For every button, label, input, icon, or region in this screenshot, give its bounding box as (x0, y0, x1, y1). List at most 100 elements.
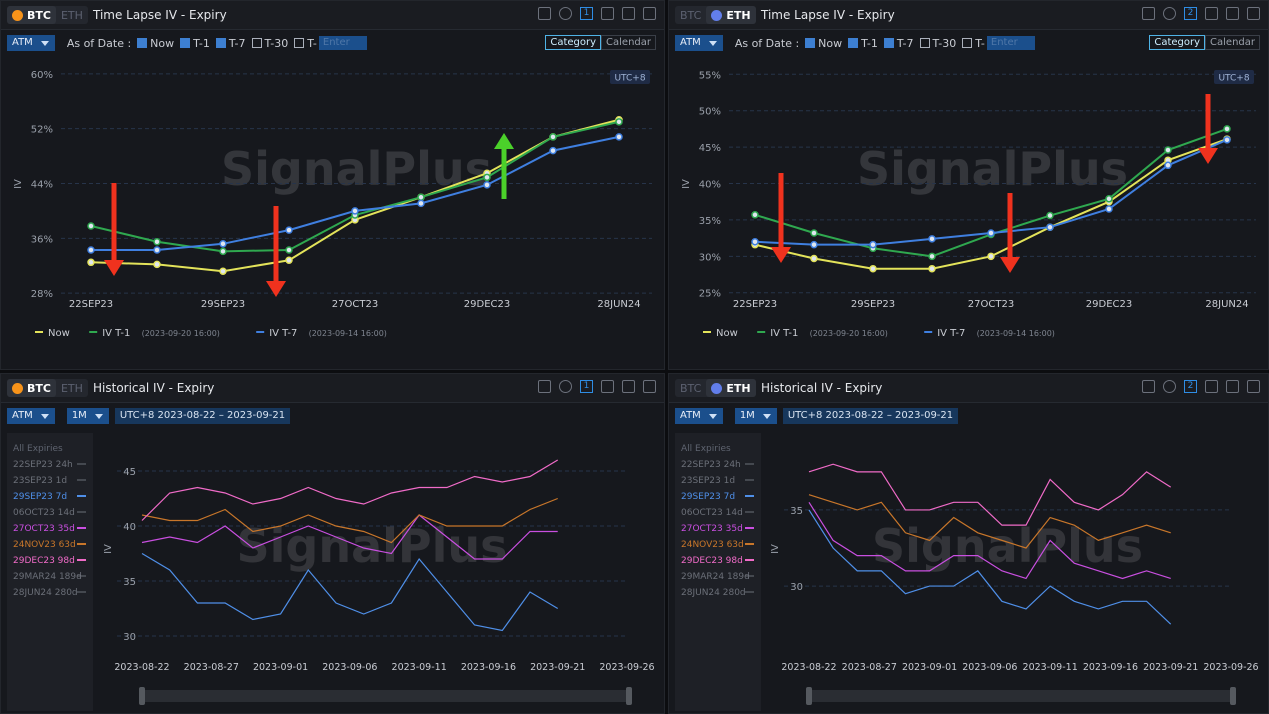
close-icon[interactable] (1247, 7, 1260, 20)
export-icon[interactable] (538, 7, 551, 20)
view-buttons: Category Calendar (545, 35, 656, 50)
link-badge[interactable]: 1 (580, 380, 593, 393)
metric-select[interactable]: ATM (675, 35, 723, 51)
close-icon[interactable] (643, 7, 656, 20)
data-point (1046, 211, 1054, 220)
custom-date-input[interactable]: Enter (318, 36, 367, 50)
link-badge[interactable]: 1 (580, 7, 593, 20)
range-slider-handle[interactable] (806, 687, 812, 705)
coin-tab[interactable]: ETH (706, 6, 756, 24)
metric-select[interactable]: ATM (7, 35, 55, 51)
export-icon[interactable] (1142, 380, 1155, 393)
date-range: UTC+8 2023-08-22 – 2023-09-21 (782, 408, 959, 424)
annotation-arrowhead (104, 260, 124, 276)
period-select[interactable]: 1M (66, 408, 109, 424)
date-checkbox[interactable]: T-7 (883, 37, 914, 50)
date-checkbox[interactable]: T-1 (180, 37, 210, 50)
window-icon[interactable] (1205, 380, 1218, 393)
date-checkbox[interactable]: T- (294, 37, 317, 50)
data-point (928, 235, 936, 243)
coin-tab[interactable]: BTC (675, 382, 706, 395)
legend-label: 29MAR24 189d (13, 572, 82, 582)
range-slider-handle[interactable] (1230, 687, 1236, 705)
view-button[interactable]: Calendar (601, 35, 656, 50)
data-point (285, 246, 293, 254)
x-tick-label: 2023-09-01 (902, 662, 957, 673)
checkbox-label: T- (307, 36, 317, 50)
legend-label: 29DEC23 98d (13, 556, 75, 566)
panel-header: BTC ETH Historical IV - Expiry 1 (1, 374, 664, 403)
data-point (928, 252, 936, 261)
series-line (808, 463, 1172, 526)
date-checkbox[interactable]: T-1 (848, 37, 878, 50)
x-tick-label: 2023-09-26 (1203, 662, 1258, 673)
panel-icons: 2 (1142, 380, 1260, 393)
refresh-icon[interactable] (1163, 380, 1176, 393)
date-checkbox[interactable]: T- (962, 37, 985, 50)
date-checkbox[interactable]: Now (137, 37, 174, 50)
coin-tab[interactable]: ETH (56, 382, 88, 395)
coin-tab[interactable]: BTC (7, 6, 56, 24)
date-checkbox[interactable]: T-30 (919, 37, 956, 50)
coin-tabs: BTC ETH (675, 379, 756, 397)
export-icon[interactable] (1142, 7, 1155, 20)
export-icon[interactable] (538, 380, 551, 393)
window-icon[interactable] (601, 7, 614, 20)
metric-select[interactable]: ATM (7, 408, 55, 424)
close-icon[interactable] (643, 380, 656, 393)
coin-tab[interactable]: BTC (7, 379, 56, 397)
x-tick-label: 22SEP23 (69, 299, 113, 310)
checkbox (180, 38, 191, 48)
coin-tab[interactable]: BTC (675, 9, 706, 22)
refresh-icon[interactable] (559, 380, 572, 393)
refresh-icon[interactable] (1163, 7, 1176, 20)
date-checkbox[interactable]: Now (805, 37, 842, 50)
data-point (549, 146, 557, 155)
view-button[interactable]: Calendar (1205, 35, 1260, 50)
data-point (1164, 161, 1172, 170)
window-icon[interactable] (601, 380, 614, 393)
legend-label: 28JUN24 280d (681, 588, 746, 598)
refresh-icon[interactable] (559, 7, 572, 20)
y-tick-label: 25% (699, 289, 721, 300)
expand-icon[interactable] (622, 7, 635, 20)
period-select[interactable]: 1M (734, 408, 777, 424)
window-icon[interactable] (1205, 7, 1218, 20)
coin-icon (711, 382, 723, 394)
annotation-arrowhead (1000, 257, 1020, 273)
panel-title: Time Lapse IV - Expiry (93, 8, 227, 22)
date-checkbox[interactable]: T-7 (215, 37, 246, 50)
checkbox (251, 38, 262, 48)
checkbox (883, 38, 894, 48)
close-icon[interactable] (1247, 380, 1260, 393)
expand-icon[interactable] (1226, 7, 1239, 20)
data-point (1164, 146, 1172, 154)
metric-select[interactable]: ATM (675, 408, 723, 424)
legend-title: All Expiries (13, 444, 63, 454)
x-tick-label: 2023-09-06 (322, 662, 377, 673)
coin-tab[interactable]: ETH (706, 379, 756, 397)
link-badge[interactable]: 2 (1184, 7, 1197, 20)
custom-date-input[interactable]: Enter (986, 36, 1035, 50)
data-point (351, 207, 359, 215)
series-line (141, 514, 558, 560)
as-of-label: As of Date : (66, 36, 132, 50)
view-button[interactable]: Category (1149, 35, 1206, 50)
coin-tab[interactable]: ETH (56, 9, 88, 22)
checkbox-label: T-1 (861, 36, 878, 50)
coin-label: ETH (726, 8, 751, 22)
panel: SignalPlus 28% 36% 44% 52% 60% IV 22SEP23 29SEP2… (0, 0, 665, 370)
y-tick-label: 40% (699, 180, 721, 191)
range-slider-handle[interactable] (139, 687, 145, 705)
checkbox-label: T- (975, 36, 985, 50)
panel: All Expiries 22SEP23 24h 23SEP23 1d 29SEP23… (0, 373, 665, 714)
expand-icon[interactable] (622, 380, 635, 393)
view-button[interactable]: Category (545, 35, 602, 50)
panel-title: Historical IV - Expiry (93, 381, 215, 395)
expand-icon[interactable] (1226, 380, 1239, 393)
link-badge[interactable]: 2 (1184, 380, 1197, 393)
checkbox-label: Now (818, 36, 843, 50)
range-slider-handle[interactable] (626, 687, 632, 705)
date-checkbox[interactable]: T-30 (251, 37, 288, 50)
legend-label: IV T-7 (937, 328, 965, 339)
